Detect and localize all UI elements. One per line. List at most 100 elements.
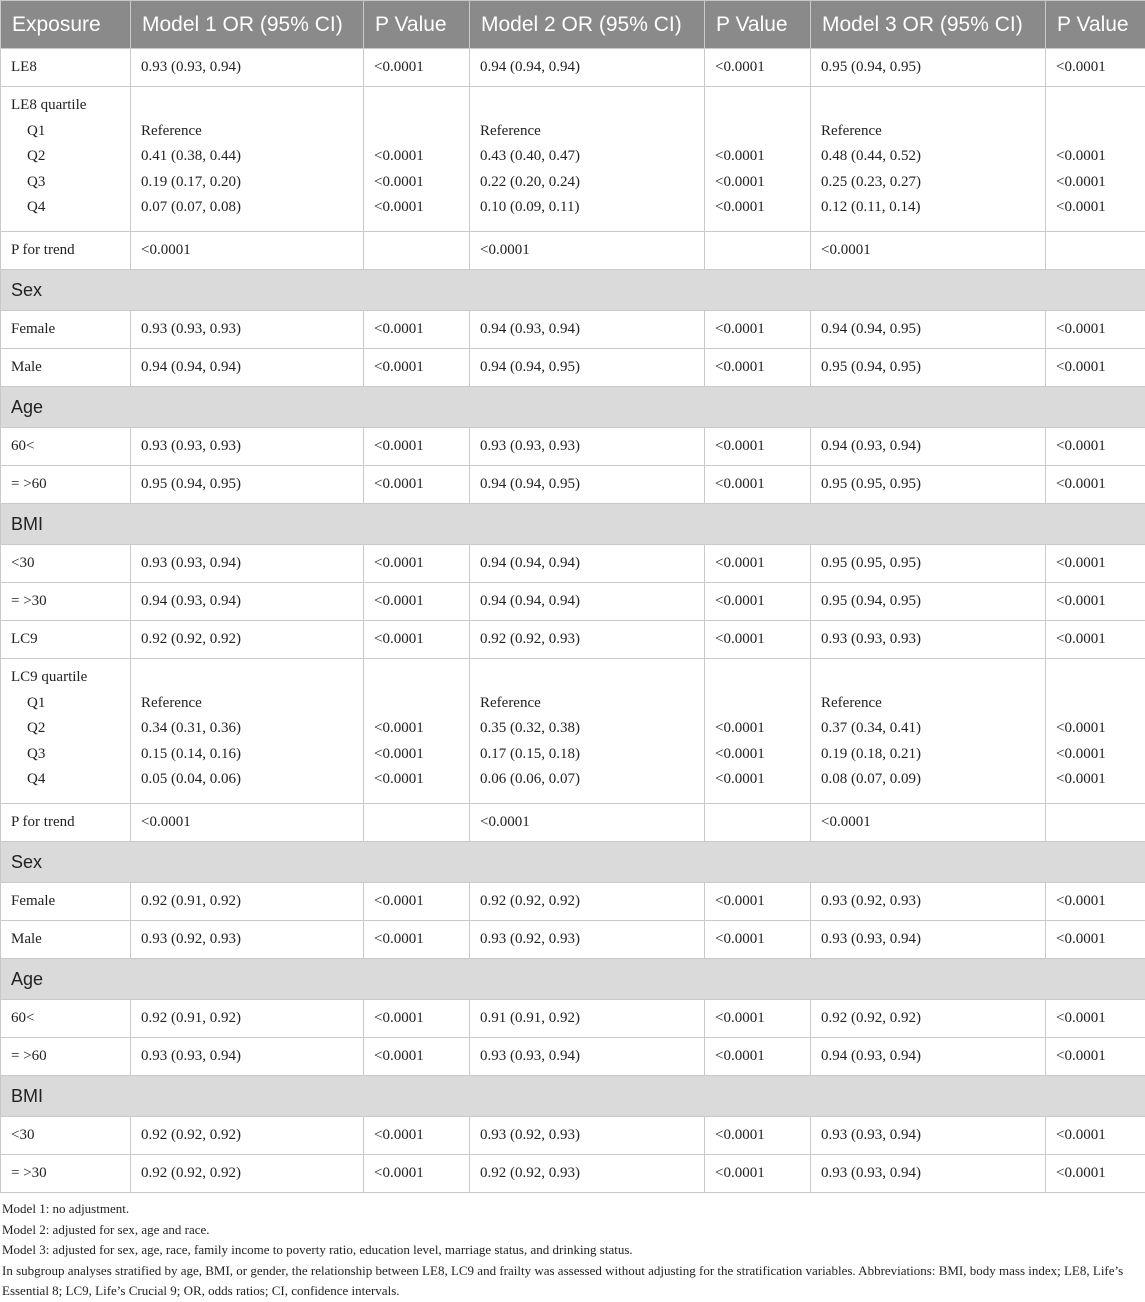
or-cell: 0.94 (0.94, 0.95) [470, 466, 705, 504]
p-value-cell: <0.0001 [364, 466, 470, 504]
exposure-cell: Female [1, 883, 131, 921]
p-value-cell: <0.0001 [1046, 921, 1145, 959]
exposure-cell: <30 [1, 545, 131, 583]
p-value-cell: <0.0001 [364, 311, 470, 349]
or-cell: 0.94 (0.93, 0.94) [811, 428, 1046, 466]
or-cell: 0.94 (0.93, 0.94) [811, 1038, 1046, 1076]
or-cell: 0.92 (0.91, 0.92) [131, 1000, 364, 1038]
p-value-cell: <0.0001 [364, 349, 470, 387]
spacer [715, 93, 800, 119]
spacer [715, 665, 800, 691]
section-row: Age [1, 387, 1145, 428]
or-cell: 0.94 (0.93, 0.94) [470, 311, 705, 349]
cell-value: <0.0001 [374, 767, 459, 793]
cell-value: 0.10 (0.09, 0.11) [480, 195, 694, 221]
cell-value: Reference [821, 119, 1035, 145]
p-value-cell: <0.0001 [705, 428, 811, 466]
cell-value: <0.0001 [374, 742, 459, 768]
quartile-title: LE8 quartile [11, 93, 120, 119]
spacer [821, 93, 1035, 119]
p-value-cell: <0.0001 [364, 883, 470, 921]
exposure-cell: = >60 [1, 466, 131, 504]
cell-value: <0.0001 [715, 195, 800, 221]
or-cell: 0.93 (0.93, 0.94) [811, 1117, 1046, 1155]
or-cell: 0.93 (0.93, 0.94) [470, 1038, 705, 1076]
section-row: BMI [1, 504, 1145, 545]
p-value-cell: <0.0001<0.0001<0.0001 [1046, 87, 1145, 232]
p-value-cell: <0.0001 [364, 621, 470, 659]
or-cell: 0.92 (0.91, 0.92) [131, 883, 364, 921]
p-value-cell [705, 804, 811, 842]
header-exposure: Exposure [1, 1, 131, 49]
or-cell: 0.92 (0.92, 0.92) [131, 1117, 364, 1155]
quartile-sublabel: Q3 [11, 170, 120, 196]
spacer [1056, 665, 1135, 691]
p-value-cell: <0.0001 [364, 583, 470, 621]
or-cell: <0.0001 [470, 232, 705, 270]
or-cell: 0.93 (0.92, 0.93) [470, 921, 705, 959]
cell-value [715, 119, 800, 145]
p-value-cell: <0.0001 [1046, 49, 1145, 87]
or-cell: <0.0001 [131, 804, 364, 842]
or-cell: 0.91 (0.91, 0.92) [470, 1000, 705, 1038]
cell-value: 0.07 (0.07, 0.08) [141, 195, 353, 221]
or-cell: 0.94 (0.94, 0.95) [470, 349, 705, 387]
or-cell: <0.0001 [811, 804, 1046, 842]
p-value-cell: <0.0001 [705, 1155, 811, 1193]
or-cell: 0.92 (0.92, 0.93) [470, 621, 705, 659]
cell-value: 0.48 (0.44, 0.52) [821, 144, 1035, 170]
or-cell: 0.94 (0.94, 0.95) [811, 311, 1046, 349]
cell-value: 0.22 (0.20, 0.24) [480, 170, 694, 196]
exposure-cell: Male [1, 349, 131, 387]
exposure-cell: Male [1, 921, 131, 959]
or-cell: 0.95 (0.94, 0.95) [131, 466, 364, 504]
or-cell: <0.0001 [131, 232, 364, 270]
cell-value: <0.0001 [1056, 742, 1135, 768]
p-value-cell: <0.0001<0.0001<0.0001 [364, 87, 470, 232]
cell-value: 0.05 (0.04, 0.06) [141, 767, 353, 793]
table-row: P for trend<0.0001<0.0001<0.0001 [1, 232, 1145, 270]
footnote-model3: Model 3: adjusted for sex, age, race, fa… [2, 1240, 1137, 1261]
p-value-cell: <0.0001 [1046, 466, 1145, 504]
cell-value: 0.17 (0.15, 0.18) [480, 742, 694, 768]
header-model2-or: Model 2 OR (95% CI) [470, 1, 705, 49]
p-value-cell: <0.0001 [1046, 583, 1145, 621]
cell-value: Reference [821, 691, 1035, 717]
or-cell: 0.92 (0.92, 0.92) [131, 1155, 364, 1193]
p-value-cell: <0.0001 [1046, 1038, 1145, 1076]
cell-value: <0.0001 [715, 742, 800, 768]
or-cell: 0.92 (0.92, 0.93) [470, 1155, 705, 1193]
or-cell: 0.93 (0.93, 0.94) [811, 1155, 1046, 1193]
cell-value: <0.0001 [715, 170, 800, 196]
p-value-cell: <0.0001<0.0001<0.0001 [364, 659, 470, 804]
spacer [480, 93, 694, 119]
or-cell: 0.93 (0.92, 0.93) [131, 921, 364, 959]
p-value-cell: <0.0001 [1046, 311, 1145, 349]
p-value-cell: <0.0001<0.0001<0.0001 [705, 87, 811, 232]
p-value-cell: <0.0001 [705, 921, 811, 959]
p-value-cell: <0.0001 [364, 1117, 470, 1155]
cell-value: <0.0001 [1056, 195, 1135, 221]
p-value-cell: <0.0001 [364, 545, 470, 583]
p-value-cell [364, 804, 470, 842]
cell-value: <0.0001 [374, 144, 459, 170]
section-label: Sex [1, 842, 1145, 883]
or-cell: 0.93 (0.92, 0.93) [470, 1117, 705, 1155]
section-label: Sex [1, 270, 1145, 311]
cell-value: <0.0001 [715, 716, 800, 742]
cell-value: <0.0001 [1056, 716, 1135, 742]
cell-value [715, 691, 800, 717]
p-value-cell [705, 232, 811, 270]
quartile-sublabel: Q2 [11, 716, 120, 742]
spacer [821, 665, 1035, 691]
